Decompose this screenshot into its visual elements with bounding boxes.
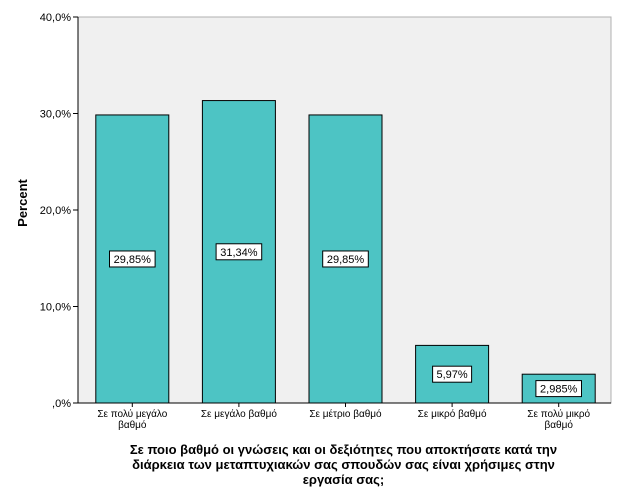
x-tick-label: Σε μέτριο βαθμό [309,408,382,420]
x-tick-label: βαθμό [118,419,147,431]
data-label-box [215,243,263,261]
x-axis-title-line: Σε ποιο βαθμό οι γνώσεις και οι δεξιότητ… [130,442,557,457]
x-tick-label: βαθμό [544,419,573,431]
y-tick-label: 10,0% [40,302,71,314]
x-tick-label: Σε πολύ μεγάλο [97,408,167,420]
x-axis-title-line: διάρκεια των μεταπτυχιακών σας σπουδών σ… [132,457,555,472]
y-tick-label: ,0% [52,398,71,410]
x-axis-title-line: εργασία σας; [303,472,385,487]
data-label: 29,85% [327,254,365,266]
y-axis: ,0% 10,0% 20,0% 30,0% 40,0% [40,12,611,410]
data-label-box [109,250,156,268]
bars-layer: 29,85% 31,34% 29,85% 5,97% 2,985% [95,100,596,404]
data-label: 2,985% [540,384,578,396]
x-tick-label: Σε μικρό βαθμό [418,408,487,420]
data-label-box [432,365,473,383]
data-label: 5,97% [436,369,467,381]
data-label: 31,34% [220,247,258,259]
y-tick-label: 30,0% [40,109,71,121]
data-label-box [535,380,583,398]
x-tick-label: Σε μεγάλο βαθμό [201,408,277,420]
y-axis-label: Percent [15,178,30,226]
data-label: 29,85% [114,254,152,266]
y-tick-label: 20,0% [40,205,71,217]
data-label-box [322,250,369,268]
x-axis-title: Σε ποιο βαθμό οι γνώσεις και οι δεξιότητ… [130,442,557,487]
y-tick-label: 40,0% [40,12,71,24]
x-tick-label: Σε πολύ μικρό [527,408,590,420]
